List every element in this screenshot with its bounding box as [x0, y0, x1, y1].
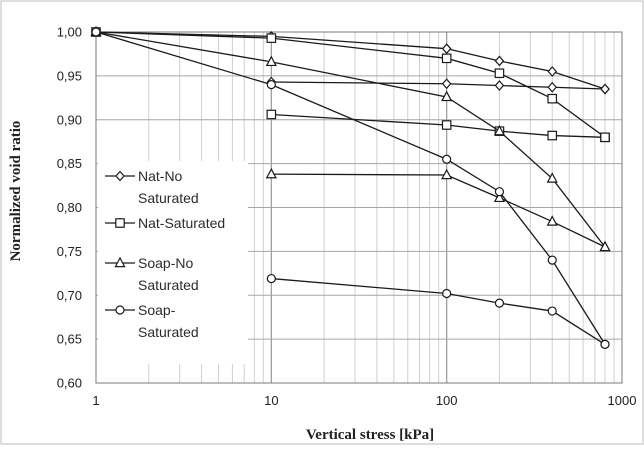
data-point-soap-no-saturated	[546, 215, 558, 226]
data-point-nat-saturated	[600, 132, 610, 143]
data-point-nat-no-saturated	[441, 43, 452, 55]
data-point-soap-no-saturated	[599, 240, 611, 252]
legend-marker-soap-saturated	[115, 305, 125, 315]
data-point-soap-saturated	[91, 27, 101, 37]
data-point-soap-no-saturated	[546, 172, 558, 183]
data-point-soap-saturated	[494, 187, 505, 197]
data-point-soap-saturated	[547, 306, 557, 316]
x-tick-label: 100	[436, 393, 458, 408]
data-point-soap-no-saturated	[441, 90, 453, 102]
data-point-nat-saturated	[494, 68, 505, 79]
y-tick-label: 0,85	[57, 156, 82, 171]
series-line-nat-saturated	[95, 31, 606, 138]
data-point-soap-saturated	[600, 339, 610, 349]
y-axis-label: Normalized void ratio	[8, 121, 24, 262]
data-point-nat-saturated	[547, 93, 558, 104]
legend-marker-soap-no-saturated	[114, 256, 126, 268]
data-point-nat-no-saturated	[547, 66, 558, 77]
data-point-nat-saturated	[441, 53, 452, 64]
legend-marker-nat-saturated	[115, 218, 125, 228]
legend-label-soap-saturated: Saturated	[138, 324, 199, 340]
data-point-nat-no-saturated	[441, 78, 452, 90]
axes-layer: 0,60 0,65 0,70 0,75 0,80 0,85 0,90 0,95 1,00 1 10 1…	[57, 25, 637, 409]
data-point-nat-no-saturated	[547, 81, 558, 93]
x-axis-label: Vertical stress [kPa]	[306, 427, 434, 443]
data-point-nat-saturated	[266, 33, 277, 43]
data-point-nat-no-saturated	[600, 83, 610, 95]
y-tick-label: 0,70	[57, 288, 82, 303]
data-point-soap-no-saturated	[493, 124, 506, 136]
data-point-soap-saturated	[266, 80, 276, 90]
data-point-soap-saturated	[547, 255, 557, 265]
legend-label-soap-no-saturated: Soap-No	[138, 255, 193, 271]
legend-label-nat-no-saturated: Nat-No	[138, 168, 183, 184]
y-tick-label: 0,65	[57, 332, 82, 347]
y-tick-label: 0,75	[57, 244, 82, 259]
y-tick-label: 0,60	[57, 376, 82, 391]
series-layer	[90, 25, 611, 349]
data-point-soap-saturated	[442, 288, 452, 299]
legend-marker-nat-no-saturated	[115, 170, 125, 182]
legend-label-soap-no-saturated: Saturated	[138, 277, 199, 293]
x-tick-label: 1	[92, 393, 99, 408]
data-point-soap-saturated	[442, 154, 452, 164]
x-tick-label: 10	[264, 393, 278, 408]
data-point-nat-saturated	[266, 109, 277, 120]
data-point-soap-no-saturated	[493, 191, 506, 203]
data-point-soap-saturated	[266, 273, 276, 284]
legend-label-nat-saturated: Nat-Saturated	[138, 215, 225, 231]
legend-label-soap-saturated: Soap-	[138, 302, 176, 318]
data-point-nat-saturated	[547, 130, 558, 141]
data-point-soap-saturated	[494, 298, 505, 308]
legend-label-nat-no-saturated: Saturated	[138, 190, 199, 206]
data-point-soap-no-saturated	[441, 168, 453, 180]
series-line-soap-no-saturated	[95, 31, 606, 248]
data-point-soap-no-saturated	[265, 55, 277, 67]
y-tick-label: 0,80	[57, 200, 82, 215]
plot-area-border	[95, 31, 623, 384]
legend-layer: Nat-No Saturated Nat-Saturated Soap-No Satur…	[98, 161, 248, 364]
y-tick-label: 0,90	[57, 112, 82, 127]
data-point-nat-no-saturated	[494, 55, 505, 67]
series-line-nat-no-saturated	[95, 31, 606, 90]
x-tick-label: 1000	[608, 393, 637, 408]
y-tick-label: 0,95	[57, 68, 82, 83]
data-point-soap-no-saturated	[265, 167, 277, 179]
data-point-nat-saturated	[441, 120, 452, 130]
y-tick-label: 1,00	[57, 25, 82, 40]
data-point-nat-no-saturated	[494, 80, 505, 91]
series-line-soap-saturated	[95, 31, 606, 345]
